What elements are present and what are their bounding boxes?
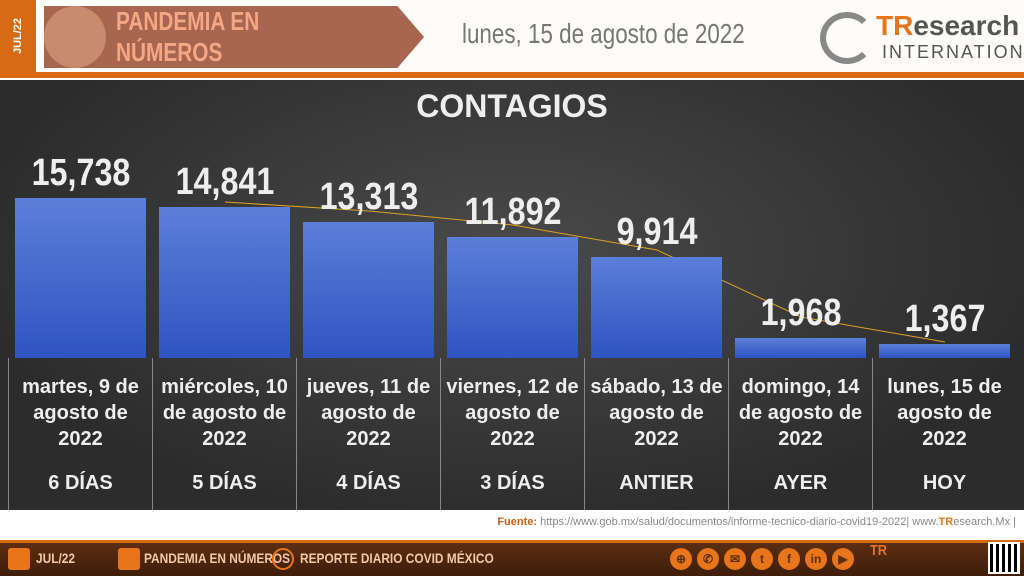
period-label: AYER	[773, 472, 828, 494]
category-cell: lunes, 15 de agosto de 2022 HOY	[872, 358, 1016, 510]
category-label: martes, 9 de agosto de 2022	[22, 376, 139, 450]
footer-pandemia[interactable]: PANDEMIA EN NÚMEROS	[144, 550, 291, 566]
mail-icon[interactable]: ✉	[724, 548, 746, 570]
footer-date: JUL/22	[36, 550, 76, 566]
period-label: HOY	[922, 472, 967, 494]
qr-code[interactable]	[988, 542, 1020, 574]
logo-international: INTERNATIONAL	[882, 42, 1024, 62]
period-label: 4 DÍAS	[336, 472, 401, 494]
footer-reporte[interactable]: REPORTE DIARIO COVID MÉXICO	[300, 550, 494, 566]
category-cell: sábado, 13 de agosto de 2022 ANTIER	[584, 358, 728, 510]
footer-logo: TR	[870, 542, 887, 559]
logo-text: TResearch	[876, 10, 1019, 42]
chart-title: CONTAGIOS	[416, 88, 608, 124]
category-cell: domingo, 14 de agosto de 2022 AYER	[728, 358, 872, 510]
linkedin-icon[interactable]: in	[805, 548, 827, 570]
facebook-icon[interactable]: f	[778, 548, 800, 570]
data-label: 14,841	[175, 160, 275, 203]
source-brand: esearch.Mx |	[953, 516, 1016, 528]
contagios-chart: CONTAGIOS 15,738 martes, 9 de agosto de 2…	[0, 80, 1024, 510]
period-label: 6 DÍAS	[48, 472, 113, 494]
category-cell: viernes, 12 de agosto de 2022 3 DÍAS	[440, 358, 584, 510]
side-label-text: JUL/22	[12, 17, 25, 55]
globe-icon[interactable]: ⊕	[670, 548, 692, 570]
twitter-icon[interactable]: t	[751, 548, 773, 570]
source-brand-tr: TR	[938, 516, 954, 528]
tresearch-logo: TResearchINTERNATIONAL	[820, 8, 1024, 66]
chat-chart-icon	[272, 548, 294, 570]
bar	[879, 344, 1010, 358]
report-date: lunes, 15 de agosto de 2022	[462, 18, 745, 49]
category-cell: miércoles, 10 de agosto de 2022 5 DÍAS	[152, 358, 296, 510]
bar	[591, 257, 722, 358]
trendline	[224, 201, 946, 343]
logo-esearch: esearch	[913, 10, 1020, 41]
data-label: 15,738	[31, 151, 131, 194]
divider	[0, 72, 1024, 78]
period-label: ANTIER	[619, 472, 694, 494]
period-label: 3 DÍAS	[480, 472, 545, 494]
mexico-map-icon	[44, 6, 106, 68]
footer: JUL/22 PANDEMIA EN NÚMEROS REPORTE DIARI…	[0, 540, 1024, 576]
source-note: Fuente: https://www.gob.mx/salud/documen…	[497, 516, 1016, 528]
category-label: viernes, 12 de agosto de 2022	[446, 376, 579, 450]
youtube-icon[interactable]: ▶	[832, 548, 854, 570]
bar	[159, 206, 290, 358]
bar	[15, 197, 146, 358]
category-label: domingo, 14 de agosto de 2022	[738, 376, 863, 450]
logo-tr: TR	[876, 10, 914, 41]
data-label: 1,968	[760, 291, 842, 334]
category-cell: martes, 9 de agosto de 2022 6 DÍAS	[8, 358, 152, 510]
calendar-icon	[8, 548, 30, 570]
side-label: JUL/22	[0, 0, 36, 72]
data-label: 1,367	[904, 298, 986, 341]
map-pin-icon	[118, 548, 140, 570]
bar	[735, 337, 866, 358]
bar	[303, 222, 434, 358]
header: JUL/22 PANDEMIA EN NÚMEROS lunes, 15 de …	[0, 0, 1024, 72]
data-label: 13,313	[319, 176, 419, 219]
source-url[interactable]: https://www.gob.mx/salud/documentos/info…	[540, 516, 939, 528]
bar	[447, 236, 578, 358]
banner: PANDEMIA EN NÚMEROS	[44, 6, 424, 68]
data-label: 9,914	[616, 211, 698, 253]
phone-icon[interactable]: ✆	[697, 548, 719, 570]
category-label: miércoles, 10 de agosto de 2022	[161, 376, 288, 450]
category-label: jueves, 11 de agosto de 2022	[306, 376, 431, 450]
banner-title: PANDEMIA EN NÚMEROS	[116, 6, 260, 67]
category-cell: jueves, 11 de agosto de 2022 4 DÍAS	[296, 358, 440, 510]
period-label: 5 DÍAS	[192, 472, 257, 494]
data-label: 11,892	[464, 190, 562, 233]
category-label: sábado, 13 de agosto de 2022	[590, 376, 723, 450]
source-label: Fuente:	[497, 516, 538, 528]
category-label: lunes, 15 de agosto de 2022	[887, 376, 1002, 450]
trendline-path	[224, 201, 946, 343]
logo-mark-icon	[820, 12, 874, 64]
